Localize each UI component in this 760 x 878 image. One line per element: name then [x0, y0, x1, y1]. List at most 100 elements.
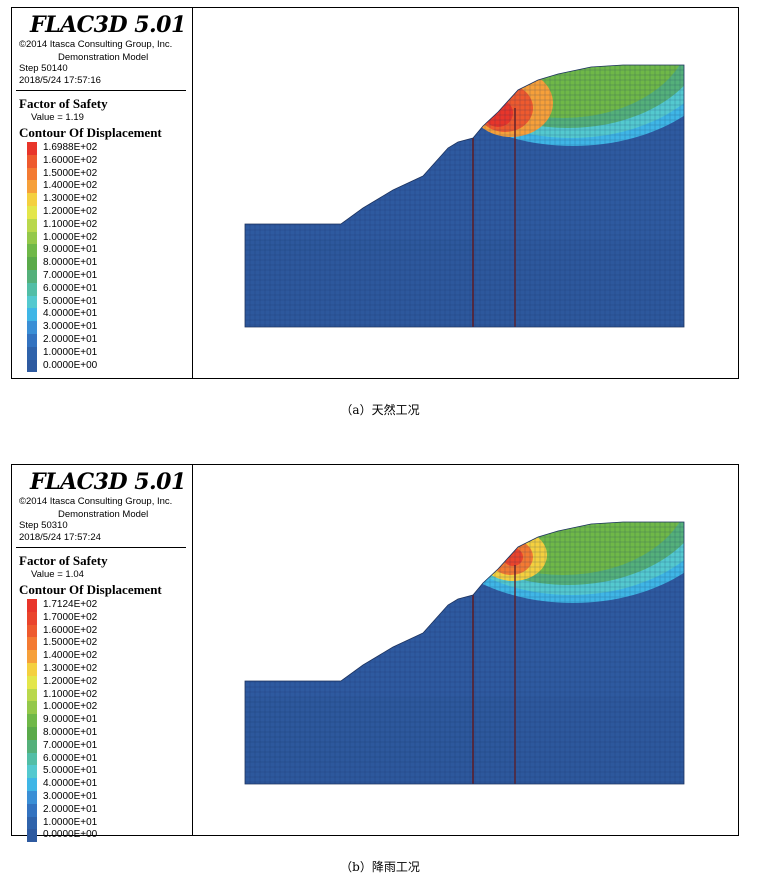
legend-label: 1.4000E+02 — [43, 180, 98, 192]
legend-label: 7.0000E+01 — [43, 269, 98, 281]
copyright-text: ©2014 Itasca Consulting Group, Inc. — [19, 39, 173, 50]
legend-swatch — [27, 752, 37, 766]
legend-swatch — [27, 701, 37, 715]
contour-title: Contour Of Displacement — [19, 582, 162, 597]
model-name: Demonstration Model — [58, 52, 149, 63]
legend-swatch — [27, 205, 37, 219]
legend-label: 1.3000E+02 — [43, 193, 98, 205]
legend-box-b: FLAC3D 5.01 ©2014 Itasca Consulting Grou… — [12, 465, 193, 843]
legend-label: 1.0000E+02 — [43, 231, 98, 243]
software-title: FLAC3D 5.01 — [30, 12, 186, 38]
step-text: Step 50140 — [19, 63, 68, 74]
fos-title: Factor of Safety — [19, 553, 108, 568]
legend-label: 1.7000E+02 — [43, 611, 98, 623]
legend-swatch — [27, 650, 37, 663]
legend-swatch — [27, 829, 37, 843]
copyright-text: ©2014 Itasca Consulting Group, Inc. — [19, 496, 173, 507]
legend-label: 8.0000E+01 — [43, 726, 98, 738]
legend-swatch — [27, 714, 37, 727]
legend-swatch — [27, 142, 37, 155]
legend-swatch — [27, 308, 37, 322]
legend-swatch — [27, 282, 37, 296]
model-panel-b: FLAC3D 5.01 ©2014 Itasca Consulting Grou… — [11, 464, 739, 843]
legend-swatch — [27, 321, 37, 334]
legend-swatch — [27, 359, 37, 373]
legend-swatch — [27, 688, 37, 702]
legend-label: 0.0000E+00 — [43, 829, 98, 841]
datetime-text: 2018/5/24 17:57:16 — [19, 75, 101, 86]
legend-swatch — [27, 624, 37, 638]
legend-label: 3.0000E+01 — [43, 790, 98, 802]
legend-label: 6.0000E+01 — [43, 282, 98, 294]
datetime-text: 2018/5/24 17:57:24 — [19, 532, 101, 543]
legend-swatch — [27, 154, 37, 168]
legend-label: 1.4000E+02 — [43, 650, 98, 662]
legend-swatch — [27, 333, 37, 347]
legend-swatch — [27, 637, 37, 651]
legend-label: 6.0000E+01 — [43, 752, 98, 764]
legend-label: 1.7124E+02 — [43, 599, 98, 610]
legend-swatch — [27, 803, 37, 817]
legend-label: 1.6988E+02 — [43, 142, 98, 153]
divider — [16, 90, 186, 91]
legend-label: 1.2000E+02 — [43, 205, 98, 217]
legend-label: 1.5000E+02 — [43, 637, 98, 649]
legend-swatch — [27, 739, 37, 753]
legend-label: 1.0000E+01 — [43, 346, 98, 358]
fos-title: Factor of Safety — [19, 96, 108, 111]
legend-label: 7.0000E+01 — [43, 739, 98, 751]
fos-value: Value = 1.04 — [31, 569, 84, 580]
divider — [16, 547, 186, 548]
legend-label: 1.6000E+02 — [43, 154, 98, 166]
legend-label: 3.0000E+01 — [43, 321, 98, 333]
legend-swatch — [27, 193, 37, 206]
contour-title: Contour Of Displacement — [19, 125, 162, 140]
legend-swatch — [27, 244, 37, 258]
legend-label: 1.5000E+02 — [43, 167, 98, 179]
model-name: Demonstration Model — [58, 509, 149, 520]
caption-a: （a）天然工况 — [340, 403, 420, 417]
legend-label: 4.0000E+01 — [43, 308, 98, 320]
legend-label: 1.1000E+02 — [43, 688, 98, 700]
legend-box-a: FLAC3D 5.01 ©2014 Itasca Consulting Grou… — [12, 8, 193, 378]
legend-swatch — [27, 257, 37, 270]
legend-swatch — [27, 346, 37, 360]
legend-swatch — [27, 778, 37, 791]
legend-label: 1.3000E+02 — [43, 662, 98, 674]
legend-label: 1.0000E+02 — [43, 701, 98, 713]
legend-swatch — [27, 599, 37, 612]
legend-label: 9.0000E+01 — [43, 244, 98, 256]
legend-label: 0.0000E+00 — [43, 359, 98, 371]
legend-swatch — [27, 765, 37, 779]
legend-swatch — [27, 218, 37, 232]
legend-swatch — [27, 269, 37, 283]
legend-label: 9.0000E+01 — [43, 714, 98, 726]
legend-swatch — [27, 816, 37, 830]
legend-swatch — [27, 675, 37, 689]
step-text: Step 50310 — [19, 520, 68, 531]
fos-value: Value = 1.19 — [31, 112, 84, 123]
legend-swatch — [27, 662, 37, 676]
legend-swatch — [27, 231, 37, 245]
legend-label: 2.0000E+01 — [43, 803, 98, 815]
legend-label: 4.0000E+01 — [43, 778, 98, 790]
legend-swatch — [27, 611, 37, 625]
displacement-contour-plot-a — [244, 64, 685, 328]
legend-label: 1.1000E+02 — [43, 218, 98, 230]
legend-swatch — [27, 295, 37, 309]
legend-swatch — [27, 180, 37, 194]
legend-label: 5.0000E+01 — [43, 295, 98, 307]
legend-label: 8.0000E+01 — [43, 257, 98, 269]
legend-swatch — [27, 167, 37, 181]
caption-b: （b）降雨工况 — [340, 860, 420, 874]
legend-swatch — [27, 790, 37, 804]
legend-swatch — [27, 726, 37, 740]
legend-label: 5.0000E+01 — [43, 765, 98, 777]
legend-label: 1.6000E+02 — [43, 624, 98, 636]
model-panel-a: FLAC3D 5.01 ©2014 Itasca Consulting Grou… — [11, 7, 739, 379]
legend-label: 2.0000E+01 — [43, 333, 98, 345]
legend-label: 1.0000E+01 — [43, 816, 98, 828]
legend-label: 1.2000E+02 — [43, 675, 98, 687]
displacement-contour-plot-b — [244, 521, 685, 785]
software-title: FLAC3D 5.01 — [30, 469, 186, 495]
